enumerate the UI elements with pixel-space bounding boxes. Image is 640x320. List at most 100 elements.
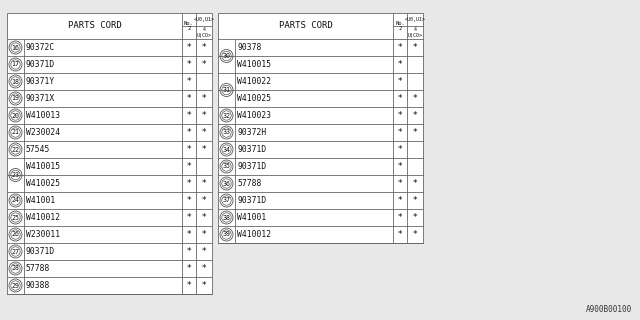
Text: *: *: [187, 145, 191, 154]
Text: *: *: [413, 230, 417, 239]
Text: 90372H: 90372H: [237, 128, 266, 137]
Text: *: *: [187, 111, 191, 120]
Bar: [7, 13, 212, 294]
Text: *: *: [413, 94, 417, 103]
Text: *: *: [413, 179, 417, 188]
Text: *: *: [187, 230, 191, 239]
Text: *: *: [202, 179, 206, 188]
Text: 25: 25: [12, 214, 19, 220]
Text: *: *: [202, 213, 206, 222]
Text: 4
U(CO>: 4 U(CO>: [408, 27, 422, 38]
Text: W410025: W410025: [26, 179, 60, 188]
Text: 90371D: 90371D: [237, 196, 266, 205]
Text: W230024: W230024: [26, 128, 60, 137]
Text: *: *: [187, 43, 191, 52]
Text: No.
2: No. 2: [395, 21, 405, 31]
Text: 90371Y: 90371Y: [26, 77, 55, 86]
Text: *: *: [202, 196, 206, 205]
Text: W410013: W410013: [26, 111, 60, 120]
Text: 27: 27: [12, 249, 19, 254]
Text: *: *: [187, 196, 191, 205]
Text: 17: 17: [12, 61, 19, 68]
Text: 32: 32: [223, 113, 230, 118]
Text: 90388: 90388: [26, 281, 51, 290]
Text: *: *: [202, 264, 206, 273]
Text: 38: 38: [223, 214, 230, 220]
Text: A900B00100: A900B00100: [586, 305, 632, 314]
Text: 34: 34: [223, 147, 230, 153]
Text: *: *: [187, 162, 191, 171]
Text: 90371D: 90371D: [26, 247, 55, 256]
Text: W41001: W41001: [26, 196, 55, 205]
Text: *: *: [397, 145, 403, 154]
Text: 30: 30: [223, 53, 230, 59]
Text: *: *: [187, 128, 191, 137]
Text: *: *: [413, 213, 417, 222]
Text: *: *: [202, 145, 206, 154]
Text: 90372C: 90372C: [26, 43, 55, 52]
Text: 90371D: 90371D: [237, 145, 266, 154]
Text: W410023: W410023: [237, 111, 271, 120]
Text: *: *: [413, 43, 417, 52]
Text: *: *: [397, 213, 403, 222]
Text: 4
U(CO>: 4 U(CO>: [196, 27, 211, 38]
Text: 18: 18: [12, 78, 19, 84]
Text: <U0,U1>: <U0,U1>: [193, 17, 214, 22]
Text: 20: 20: [12, 113, 19, 118]
Text: *: *: [202, 94, 206, 103]
Text: *: *: [187, 77, 191, 86]
Text: *: *: [413, 111, 417, 120]
Text: *: *: [187, 247, 191, 256]
Bar: [218, 13, 423, 243]
Text: *: *: [397, 179, 403, 188]
Text: W230011: W230011: [26, 230, 60, 239]
Text: *: *: [202, 43, 206, 52]
Text: <U0,U1>: <U0,U1>: [404, 17, 426, 22]
Text: *: *: [202, 230, 206, 239]
Text: 19: 19: [12, 95, 19, 101]
Text: W410012: W410012: [237, 230, 271, 239]
Text: 37: 37: [223, 197, 230, 204]
Text: *: *: [397, 162, 403, 171]
Text: 29: 29: [12, 283, 19, 289]
Text: 90371X: 90371X: [26, 94, 55, 103]
Text: 16: 16: [12, 44, 19, 51]
Text: PARTS CORD: PARTS CORD: [68, 21, 122, 30]
Text: 90371D: 90371D: [26, 60, 55, 69]
Text: 36: 36: [223, 180, 230, 187]
Text: *: *: [397, 43, 403, 52]
Text: *: *: [413, 196, 417, 205]
Text: 90378: 90378: [237, 43, 261, 52]
Text: 21: 21: [12, 130, 19, 135]
Text: 57788: 57788: [237, 179, 261, 188]
Text: 23: 23: [12, 172, 19, 178]
Text: No.
2: No. 2: [184, 21, 194, 31]
Text: *: *: [397, 94, 403, 103]
Text: W410015: W410015: [237, 60, 271, 69]
Text: W41001: W41001: [237, 213, 266, 222]
Text: 57545: 57545: [26, 145, 51, 154]
Text: *: *: [187, 264, 191, 273]
Text: *: *: [397, 60, 403, 69]
Text: *: *: [202, 111, 206, 120]
Text: 35: 35: [223, 164, 230, 170]
Text: *: *: [397, 128, 403, 137]
Text: *: *: [202, 128, 206, 137]
Text: PARTS CORD: PARTS CORD: [278, 21, 332, 30]
Text: 90371D: 90371D: [237, 162, 266, 171]
Text: *: *: [187, 213, 191, 222]
Text: 28: 28: [12, 266, 19, 271]
Text: W410022: W410022: [237, 77, 271, 86]
Text: *: *: [397, 230, 403, 239]
Text: 24: 24: [12, 197, 19, 204]
Text: W410012: W410012: [26, 213, 60, 222]
Text: *: *: [413, 128, 417, 137]
Text: W410025: W410025: [237, 94, 271, 103]
Text: *: *: [397, 196, 403, 205]
Text: *: *: [187, 60, 191, 69]
Text: *: *: [397, 111, 403, 120]
Text: 31: 31: [223, 87, 230, 93]
Text: 22: 22: [12, 147, 19, 153]
Text: 39: 39: [223, 231, 230, 237]
Text: 57788: 57788: [26, 264, 51, 273]
